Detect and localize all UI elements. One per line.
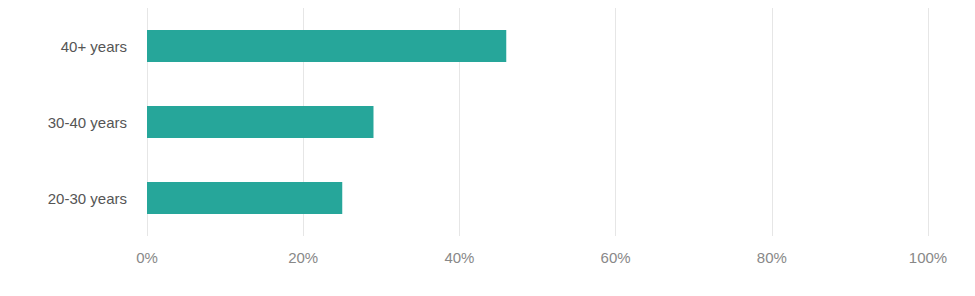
svg-text:80%: 80% bbox=[757, 249, 787, 266]
svg-text:40%: 40% bbox=[444, 249, 474, 266]
svg-text:0%: 0% bbox=[136, 249, 158, 266]
svg-text:20%: 20% bbox=[288, 249, 318, 266]
svg-text:30-40 years: 30-40 years bbox=[48, 114, 127, 131]
svg-text:60%: 60% bbox=[601, 249, 631, 266]
svg-text:100%: 100% bbox=[909, 249, 947, 266]
svg-text:40+ years: 40+ years bbox=[61, 38, 127, 55]
svg-text:20-30 years: 20-30 years bbox=[48, 190, 127, 207]
